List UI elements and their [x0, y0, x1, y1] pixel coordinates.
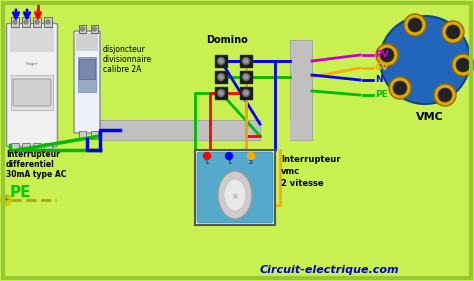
Circle shape: [203, 153, 210, 160]
Bar: [10, 27, 54, 52]
Bar: [290, 40, 312, 140]
Bar: [240, 87, 252, 99]
Text: Interrupteur: Interrupteur: [6, 150, 60, 159]
Circle shape: [244, 59, 248, 63]
Text: Interrupteur: Interrupteur: [281, 155, 340, 164]
Circle shape: [24, 20, 28, 24]
Bar: [79, 25, 86, 33]
FancyBboxPatch shape: [74, 31, 100, 133]
Text: L: L: [205, 160, 209, 165]
Circle shape: [393, 81, 407, 95]
Text: ×: ×: [231, 192, 238, 201]
Text: vmc: vmc: [281, 167, 300, 176]
Text: 2: 2: [249, 160, 253, 165]
Text: N: N: [375, 75, 383, 84]
Circle shape: [247, 153, 255, 160]
Ellipse shape: [380, 16, 470, 104]
Bar: [215, 87, 227, 99]
Bar: [11, 75, 53, 110]
Bar: [240, 55, 252, 67]
Bar: [78, 57, 96, 92]
Text: Domino: Domino: [206, 35, 248, 45]
Bar: [91, 131, 98, 139]
Bar: [11, 143, 19, 151]
Text: disjoncteur: disjoncteur: [103, 45, 146, 54]
Bar: [33, 143, 41, 151]
Circle shape: [226, 153, 233, 160]
Text: differentiel: differentiel: [6, 160, 55, 169]
Text: PE: PE: [10, 185, 31, 200]
Circle shape: [218, 58, 225, 65]
Circle shape: [438, 88, 452, 102]
Circle shape: [35, 20, 39, 24]
Text: +: +: [2, 196, 9, 205]
Circle shape: [218, 90, 225, 96]
Circle shape: [456, 58, 470, 72]
Circle shape: [92, 27, 97, 31]
Circle shape: [219, 75, 223, 79]
Circle shape: [389, 77, 411, 99]
Text: calibre 2A: calibre 2A: [103, 65, 141, 74]
Circle shape: [243, 90, 249, 96]
Circle shape: [243, 58, 249, 65]
Bar: [22, 17, 30, 27]
Circle shape: [244, 91, 248, 95]
FancyBboxPatch shape: [13, 79, 51, 106]
Circle shape: [404, 14, 426, 36]
Circle shape: [452, 54, 474, 76]
Bar: [290, 120, 312, 140]
Text: Hager: Hager: [26, 62, 38, 66]
Text: PE: PE: [375, 90, 388, 99]
Circle shape: [380, 48, 394, 62]
Ellipse shape: [224, 179, 246, 211]
FancyBboxPatch shape: [197, 152, 273, 223]
Bar: [79, 59, 95, 79]
Text: 2 vitesse: 2 vitesse: [281, 179, 324, 188]
Bar: [22, 143, 30, 151]
Circle shape: [434, 84, 456, 106]
Text: Circuit-electrique.com: Circuit-electrique.com: [260, 265, 400, 275]
Circle shape: [376, 44, 398, 66]
Circle shape: [219, 91, 223, 95]
Circle shape: [446, 25, 460, 39]
Bar: [79, 131, 86, 139]
Circle shape: [442, 21, 464, 43]
Circle shape: [46, 20, 50, 24]
Bar: [240, 71, 252, 83]
Circle shape: [81, 27, 84, 31]
Text: VMC: VMC: [416, 112, 444, 122]
Text: divisionnaire: divisionnaire: [103, 55, 152, 64]
Circle shape: [218, 74, 225, 80]
Bar: [195, 150, 275, 225]
Circle shape: [243, 74, 249, 80]
Bar: [44, 143, 52, 151]
FancyBboxPatch shape: [7, 24, 57, 146]
Bar: [215, 55, 227, 67]
Text: GV: GV: [375, 63, 389, 72]
Bar: [33, 17, 41, 27]
Text: PV: PV: [375, 50, 389, 59]
Bar: [91, 25, 98, 33]
Bar: [11, 17, 19, 27]
Bar: [76, 33, 98, 51]
Text: 1: 1: [227, 160, 231, 165]
Circle shape: [13, 20, 17, 24]
Circle shape: [219, 59, 223, 63]
Circle shape: [0, 194, 11, 205]
Circle shape: [408, 18, 422, 32]
Bar: [215, 71, 227, 83]
Circle shape: [244, 75, 248, 79]
Bar: [100, 120, 260, 140]
Bar: [44, 17, 52, 27]
Ellipse shape: [218, 171, 252, 219]
Text: 30mA type AC: 30mA type AC: [6, 170, 66, 179]
